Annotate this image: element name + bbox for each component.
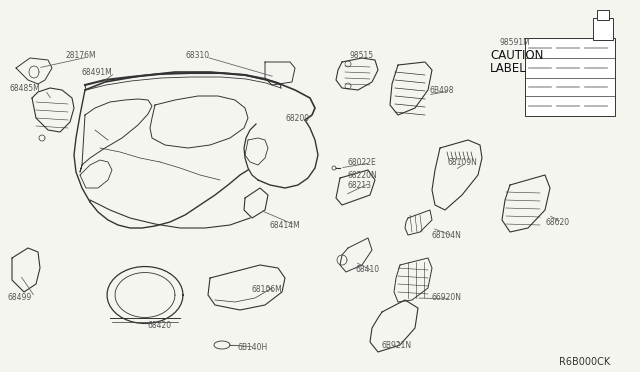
Text: 6B921N: 6B921N <box>382 340 412 350</box>
Text: 68213: 68213 <box>348 180 372 189</box>
Bar <box>593 18 613 40</box>
Text: CAUTION: CAUTION <box>490 48 543 61</box>
Text: 28176M: 28176M <box>65 51 95 60</box>
Text: 6B140H: 6B140H <box>238 343 268 353</box>
Text: 68485M: 68485M <box>10 83 41 93</box>
Bar <box>525 38 615 116</box>
Text: 98515: 98515 <box>350 51 374 60</box>
Text: 68022E: 68022E <box>348 157 377 167</box>
Text: 68414M: 68414M <box>270 221 301 230</box>
Text: 68499: 68499 <box>8 294 32 302</box>
Text: 68104N: 68104N <box>432 231 462 240</box>
Bar <box>597 10 609 20</box>
Text: R6B000CK: R6B000CK <box>559 357 610 367</box>
Text: 98591M: 98591M <box>500 38 531 46</box>
Text: LABEL: LABEL <box>490 61 527 74</box>
Text: 68109N: 68109N <box>448 157 478 167</box>
Text: 68491M: 68491M <box>82 67 113 77</box>
Text: 68220N: 68220N <box>348 170 378 180</box>
Text: 68310: 68310 <box>185 51 209 60</box>
Text: 66920N: 66920N <box>432 294 462 302</box>
Text: 68410: 68410 <box>355 266 379 275</box>
Text: 68420: 68420 <box>148 321 172 330</box>
Text: 68200: 68200 <box>285 113 309 122</box>
Text: 68620: 68620 <box>545 218 569 227</box>
Text: 6B498: 6B498 <box>430 86 454 94</box>
Text: 68106M: 68106M <box>252 285 283 295</box>
